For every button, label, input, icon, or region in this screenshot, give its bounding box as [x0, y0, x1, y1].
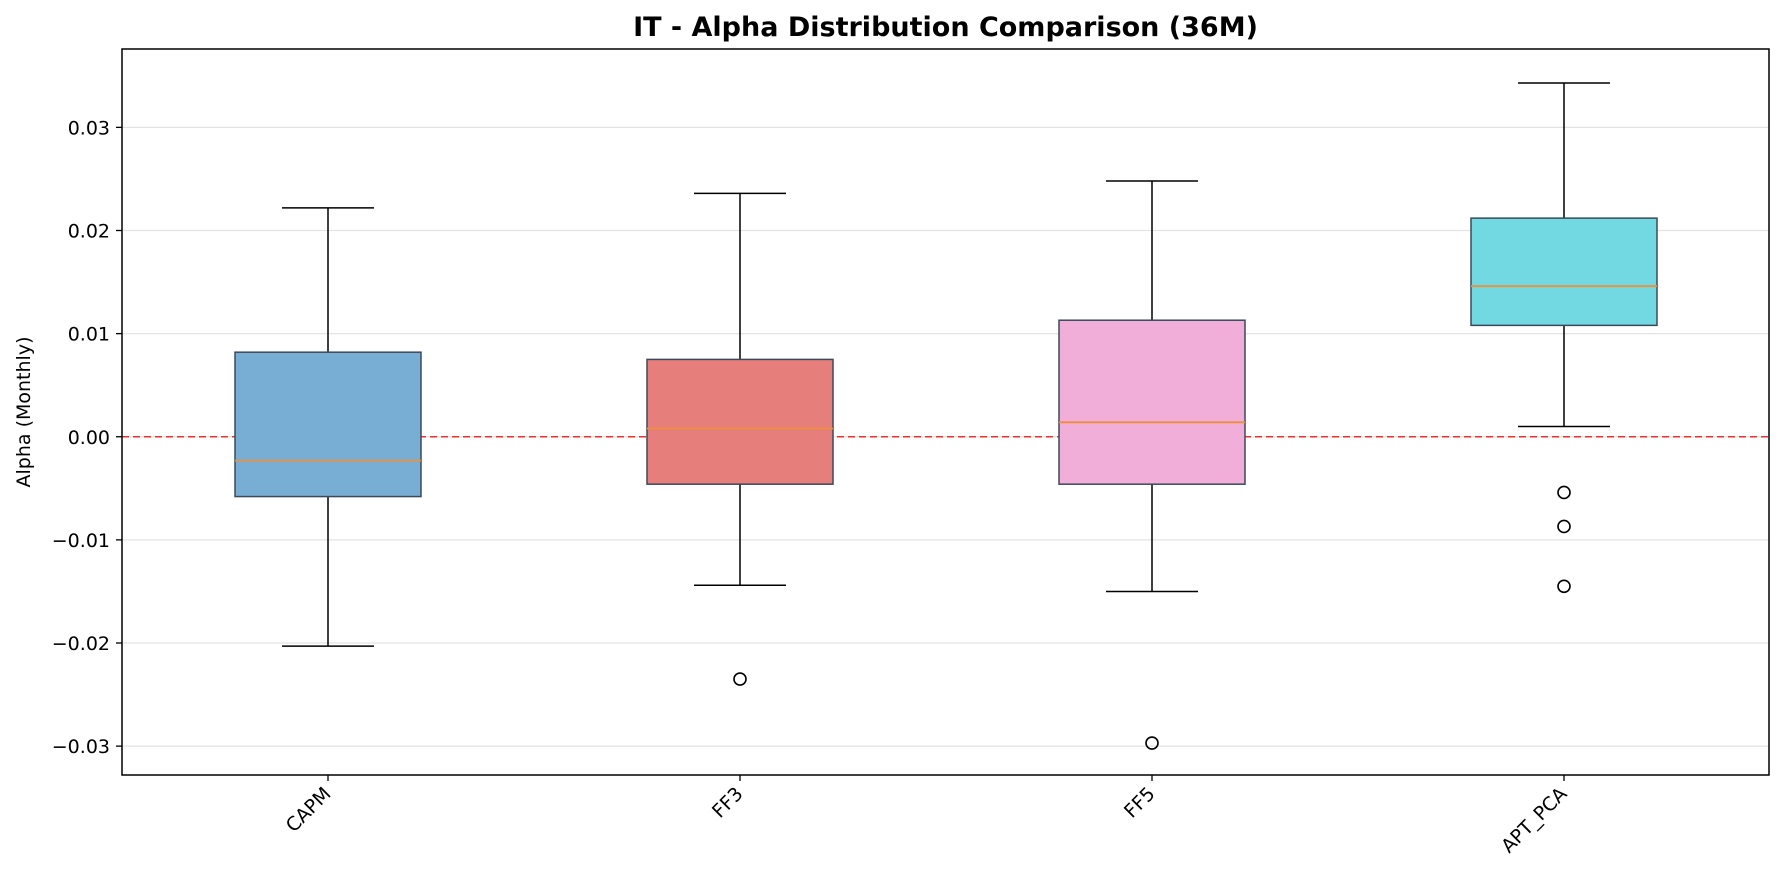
x-tick-label: FF5 [1120, 783, 1160, 823]
plot-frame [121, 48, 1770, 776]
iqr-box [1058, 319, 1246, 485]
outlier-point [1145, 736, 1159, 750]
x-tick-label: APT_PCA [1497, 783, 1571, 857]
y-tick-label: 0.01 [68, 324, 110, 346]
iqr-box [234, 351, 422, 498]
outlier-point [1557, 519, 1571, 534]
boxes [234, 82, 1658, 750]
y-tick-label: −0.03 [52, 736, 110, 758]
box-ff5 [1058, 180, 1246, 750]
outlier-point [1557, 485, 1571, 500]
y-tick-label: −0.02 [52, 633, 110, 655]
chart-title: IT - Alpha Distribution Comparison (36M) [633, 12, 1258, 43]
y-tick-label: −0.01 [52, 530, 110, 552]
x-tick-label: CAPM [282, 783, 336, 837]
iqr-box [646, 358, 834, 485]
iqr-box [1470, 217, 1658, 327]
box-capm [234, 207, 422, 647]
y-axis-label: Alpha (Monthly) [13, 337, 35, 488]
outlier-point [1557, 579, 1571, 594]
box-ff3 [646, 192, 834, 686]
box-apt-pca [1470, 82, 1658, 594]
outlier-point [733, 672, 747, 686]
x-tick-label: FF3 [708, 783, 748, 823]
y-tick-label: 0.00 [68, 427, 110, 449]
y-tick-label: 0.02 [68, 221, 110, 243]
y-tick-label: 0.03 [68, 117, 110, 139]
